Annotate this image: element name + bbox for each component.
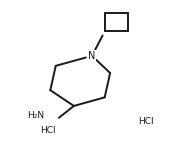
Text: HCl: HCl <box>139 117 154 126</box>
Text: N: N <box>88 51 96 61</box>
Text: HCl: HCl <box>40 126 56 135</box>
Text: H₂N: H₂N <box>27 111 44 120</box>
